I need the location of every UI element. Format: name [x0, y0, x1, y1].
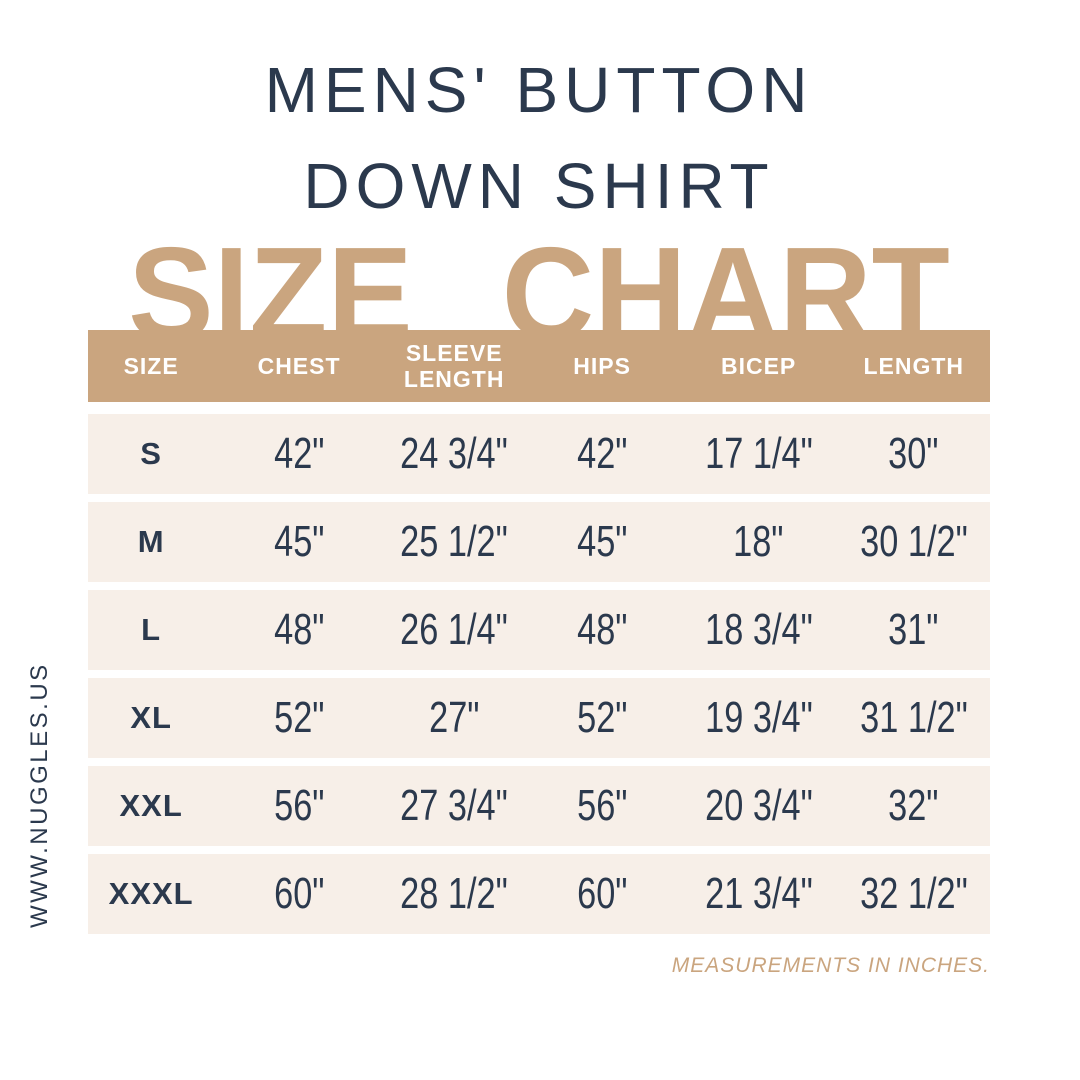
measurement-value: 45" [576, 517, 628, 566]
measurement-value: 25 1/2" [400, 517, 508, 566]
measurement-value: 56" [273, 781, 325, 830]
column-header: LENGTH [863, 353, 965, 379]
size-label: XXXL [108, 876, 194, 911]
measurement-value: 21 3/4" [704, 869, 813, 918]
table-row: XL 52" 27" 52" 19 3/4" 31 1/2" [88, 678, 990, 758]
measurement-value: 52" [576, 693, 628, 742]
measurement-value: 52" [273, 693, 325, 742]
column-header: CHEST [257, 353, 341, 379]
measurements-footnote: MEASUREMENTS IN INCHES. [671, 954, 990, 977]
page-title: MENS' BUTTON DOWN SHIRT [88, 0, 990, 234]
column-header: BICEP [720, 353, 797, 379]
measurement-value: 60" [273, 869, 325, 918]
measurement-value: 30 1/2" [859, 517, 968, 566]
table-row: S 42" 24 3/4" 42" 17 1/4" 30" [88, 414, 990, 494]
measurement-value: 19 3/4" [704, 693, 813, 742]
measurement-value: 27 3/4" [400, 781, 508, 830]
table-row: L 48" 26 1/4" 48" 18 3/4" 31" [88, 590, 990, 670]
size-label: XXL [119, 788, 183, 823]
measurement-value: 42" [273, 429, 325, 478]
measurement-value: 48" [273, 605, 325, 654]
table-body: S 42" 24 3/4" 42" 17 1/4" 30" M 45" 25 1/2" 45" 18… [88, 414, 990, 934]
measurement-value: 32" [888, 781, 939, 830]
size-chart-panel: MENS' BUTTON DOWN SHIRT SIZE CHART SIZE C… [88, 0, 990, 978]
measurement-value: 28 1/2" [400, 869, 508, 918]
measurement-value: 42" [576, 429, 628, 478]
measurement-value: 20 3/4" [704, 781, 813, 830]
size-label: XL [130, 700, 172, 735]
table-header: SIZE CHEST SLEEVE LENGTH HIPS BICEP LENGTH [88, 330, 990, 402]
measurement-value: 31 1/2" [859, 693, 968, 742]
size-label: M [137, 524, 165, 559]
page-title-line1: MENS' BUTTON [264, 54, 814, 126]
column-header: SLEEVE LENGTH [403, 340, 505, 392]
table-row: XXXL 60" 28 1/2" 60" 21 3/4" 32 1/2" [88, 854, 990, 934]
measurement-value: 26 1/4" [400, 605, 508, 654]
size-label: L [141, 612, 162, 647]
measurement-value: 32 1/2" [859, 869, 968, 918]
size-label: S [140, 436, 162, 471]
table-row: M 45" 25 1/2" 45" 18" 30 1/2" [88, 502, 990, 582]
table-row: XXL 56" 27 3/4" 56" 20 3/4" 32" [88, 766, 990, 846]
measurement-value: 45" [273, 517, 325, 566]
measurement-value: 18" [733, 517, 784, 566]
measurement-value: 60" [576, 869, 628, 918]
measurement-value: 56" [576, 781, 628, 830]
measurement-value: 27" [429, 693, 480, 742]
measurement-value: 30" [888, 429, 939, 478]
column-header: HIPS [573, 353, 631, 379]
measurement-value: 17 1/4" [704, 429, 813, 478]
measurement-value: 48" [576, 605, 628, 654]
measurement-value: 18 3/4" [704, 605, 813, 654]
column-header: SIZE [123, 353, 179, 379]
website-url: WWW.NUGGLES.US [26, 662, 53, 928]
measurement-value: 24 3/4" [400, 429, 508, 478]
page-title-line2: DOWN SHIRT [303, 150, 775, 222]
measurement-value: 31" [888, 605, 939, 654]
